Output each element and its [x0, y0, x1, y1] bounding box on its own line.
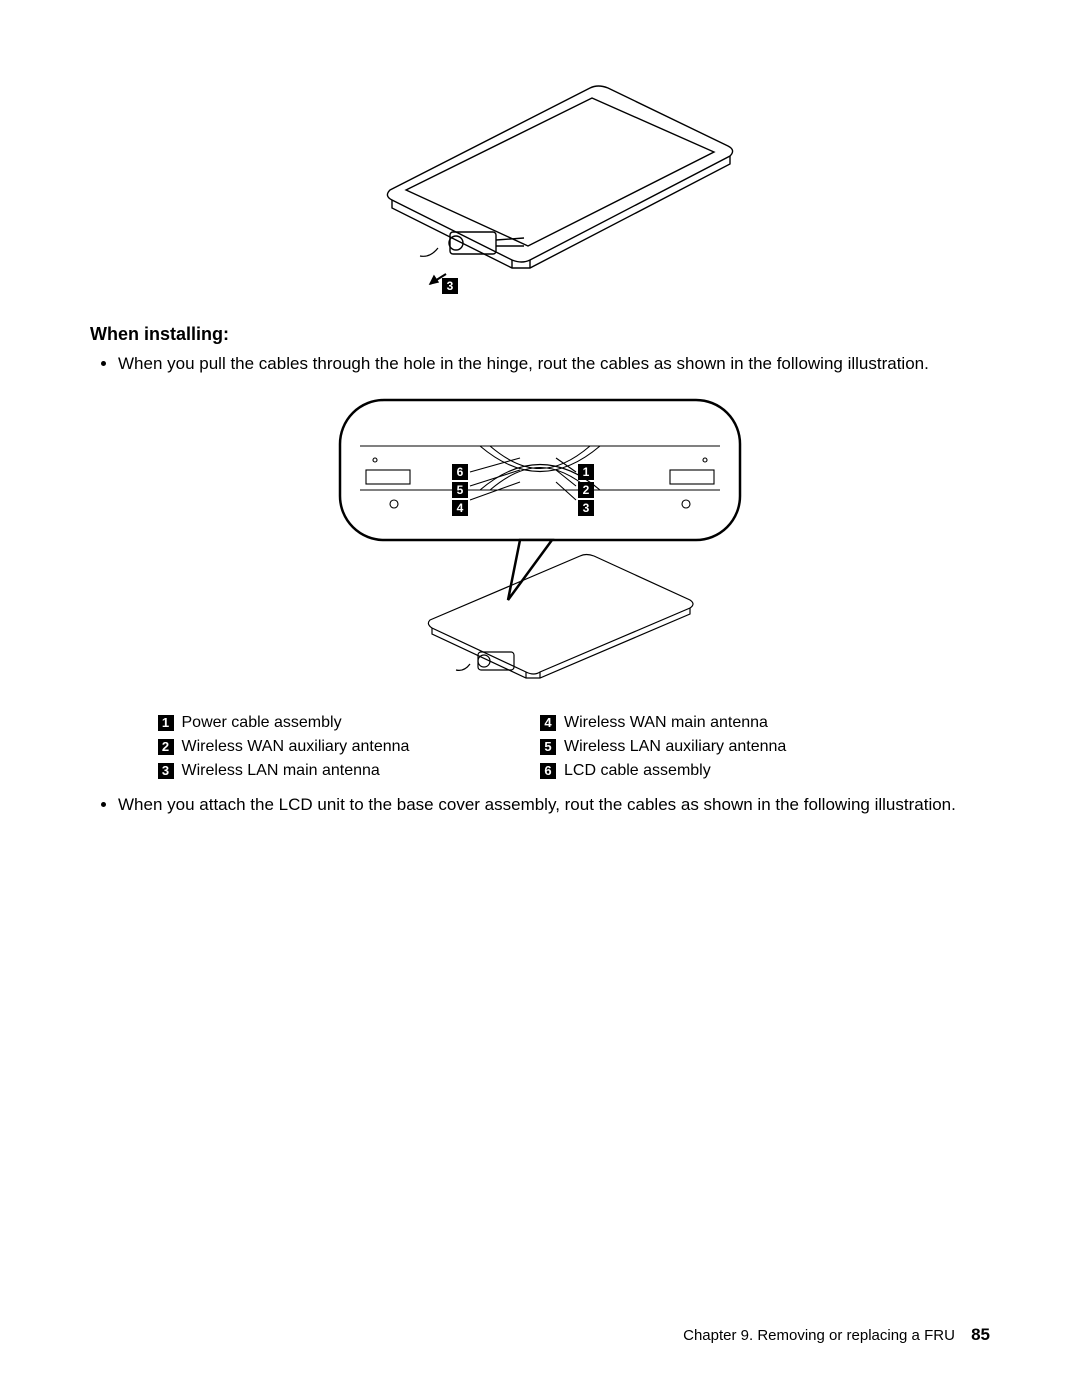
instruction-bullet-1: When you pull the cables through the hol…	[118, 353, 990, 376]
legend-row: 1 Power cable assembly 4 Wireless WAN ma…	[158, 714, 923, 732]
fig1-callout-3: 3	[447, 279, 454, 293]
legend-label-1: Power cable assembly	[182, 714, 342, 732]
figure-cable-routing-detail: 6 5 4 1 2 3	[320, 390, 760, 690]
footer-chapter-text: Chapter 9. Removing or replacing a FRU	[683, 1327, 955, 1344]
instruction-list-2: When you attach the LCD unit to the base…	[90, 794, 990, 817]
legend-item-5: 5 Wireless LAN auxiliary antenna	[540, 738, 923, 756]
legend-callout-5: 5	[540, 739, 556, 755]
callout-legend: 1 Power cable assembly 4 Wireless WAN ma…	[158, 714, 923, 780]
legend-item-4: 4 Wireless WAN main antenna	[540, 714, 923, 732]
legend-callout-2: 2	[158, 739, 174, 755]
fig2-callout-6: 6	[457, 465, 464, 479]
fig2-callout-4: 4	[457, 501, 464, 515]
instruction-bullet-2: When you attach the LCD unit to the base…	[118, 794, 990, 817]
instruction-list: When you pull the cables through the hol…	[90, 353, 990, 376]
page-footer: Chapter 9. Removing or replacing a FRU 8…	[683, 1325, 990, 1345]
legend-row: 2 Wireless WAN auxiliary antenna 5 Wirel…	[158, 738, 923, 756]
legend-callout-1: 1	[158, 715, 174, 731]
legend-row: 3 Wireless LAN main antenna 6 LCD cable …	[158, 762, 923, 780]
legend-label-2: Wireless WAN auxiliary antenna	[182, 738, 410, 756]
legend-label-6: LCD cable assembly	[564, 762, 711, 780]
document-page: 3 When installing: When you pull the cab…	[0, 0, 1080, 1397]
legend-callout-4: 4	[540, 715, 556, 731]
legend-item-3: 3 Wireless LAN main antenna	[158, 762, 541, 780]
fig2-callout-1: 1	[583, 465, 590, 479]
heading-when-installing: When installing:	[90, 324, 990, 345]
legend-callout-3: 3	[158, 763, 174, 779]
fig2-callout-2: 2	[583, 483, 590, 497]
legend-label-4: Wireless WAN main antenna	[564, 714, 768, 732]
fig2-callout-3: 3	[583, 501, 590, 515]
legend-label-5: Wireless LAN auxiliary antenna	[564, 738, 786, 756]
figure-lcd-assembly-top: 3	[330, 70, 750, 300]
footer-page-number: 85	[971, 1325, 990, 1344]
legend-item-6: 6 LCD cable assembly	[540, 762, 923, 780]
legend-label-3: Wireless LAN main antenna	[182, 762, 380, 780]
legend-item-1: 1 Power cable assembly	[158, 714, 541, 732]
fig2-callout-5: 5	[457, 483, 464, 497]
legend-item-2: 2 Wireless WAN auxiliary antenna	[158, 738, 541, 756]
legend-callout-6: 6	[540, 763, 556, 779]
